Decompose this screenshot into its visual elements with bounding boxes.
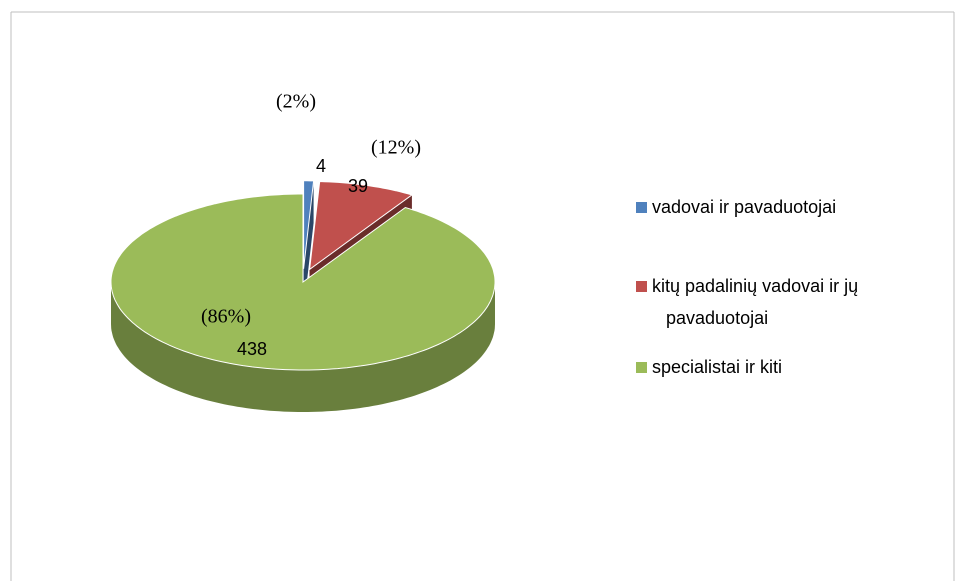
slice-cut — [303, 180, 314, 311]
legend-swatch — [636, 362, 647, 373]
slice — [303, 180, 315, 269]
data-label: 4 — [316, 156, 326, 176]
percent-label: (12%) — [371, 137, 421, 159]
legend-label: vadovai ir pavaduotojai — [652, 197, 836, 217]
data-label: 39 — [348, 176, 368, 196]
percent-label: (86%) — [201, 306, 251, 328]
legend-swatch — [636, 281, 647, 292]
slice — [308, 180, 414, 271]
data-label: 438 — [237, 339, 267, 359]
slice — [110, 193, 496, 371]
percent-label: (2%) — [276, 91, 316, 113]
legend-swatch — [636, 202, 647, 213]
legend-label: kitų padalinių vadovai ir jų pavaduotojai — [652, 276, 858, 328]
slice-side — [111, 282, 495, 412]
legend-label: specialistai ir kiti — [652, 357, 782, 377]
